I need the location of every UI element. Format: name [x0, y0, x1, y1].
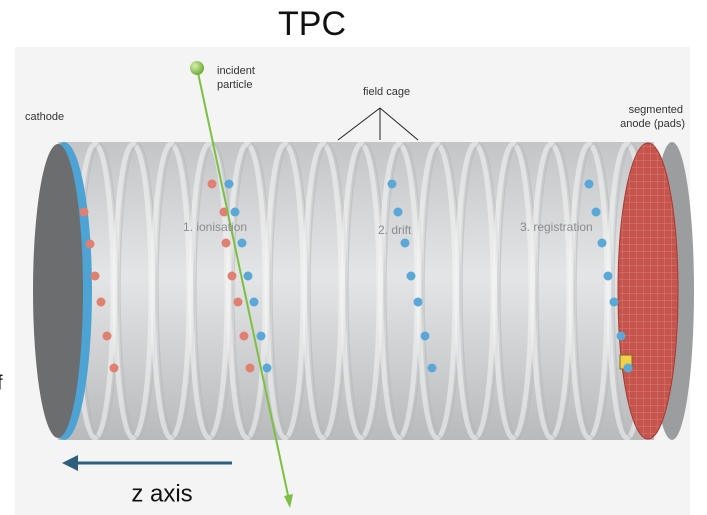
ion	[228, 272, 237, 281]
ion	[208, 180, 217, 189]
ion	[97, 298, 106, 307]
electron	[617, 332, 626, 341]
stage-label: 3. registration	[520, 220, 593, 234]
electron	[401, 239, 410, 248]
electron	[407, 272, 416, 281]
electron	[604, 272, 613, 281]
label: particle	[217, 79, 252, 91]
label: field cage	[363, 86, 410, 98]
ion	[240, 332, 249, 341]
ion	[86, 240, 95, 249]
label: cathode	[25, 111, 64, 123]
electron	[231, 208, 240, 217]
electron	[624, 364, 633, 373]
tpc-diagram: TPC f incident particle field cage catho…	[0, 0, 707, 515]
cut-text: f	[0, 372, 3, 394]
electron	[421, 332, 430, 341]
z-axis-label: z axis	[131, 480, 192, 507]
electron	[592, 208, 601, 217]
segmented-anode	[618, 143, 678, 439]
electron	[257, 332, 266, 341]
electron	[388, 180, 397, 189]
electron	[250, 298, 259, 307]
ion	[110, 364, 119, 373]
stage-label: 2. drift	[378, 223, 412, 237]
electron	[598, 239, 607, 248]
electron	[394, 208, 403, 217]
ion	[246, 364, 255, 373]
title: TPC	[278, 5, 346, 43]
ion	[234, 298, 243, 307]
label: segmented	[629, 104, 683, 116]
incident-particle	[190, 61, 204, 75]
ion	[222, 239, 231, 248]
electron	[238, 239, 247, 248]
electron	[585, 180, 594, 189]
stage-label: 1. ionisation	[183, 220, 247, 234]
electron	[263, 364, 272, 373]
electron	[428, 364, 437, 373]
electron	[225, 180, 234, 189]
label: incident	[217, 65, 255, 77]
electron	[610, 298, 619, 307]
electron	[244, 272, 253, 281]
electron	[414, 298, 423, 307]
ion	[91, 272, 100, 281]
label: anode (pads)	[620, 118, 685, 130]
ion	[103, 332, 112, 341]
cathode	[33, 144, 83, 438]
ion	[80, 208, 89, 217]
